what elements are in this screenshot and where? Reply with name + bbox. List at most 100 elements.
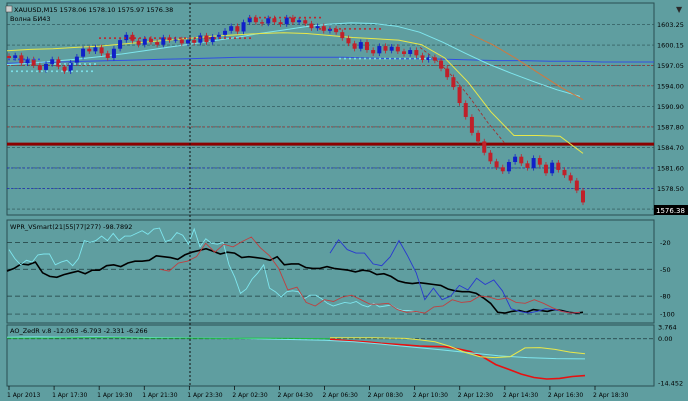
trailing-dot	[16, 70, 18, 73]
trailing-dot	[234, 37, 236, 40]
time-axis-label: 1 Apr 19:30	[97, 392, 132, 399]
time-axis-label: 2 Apr 06:30	[323, 392, 358, 399]
trailing-dot	[204, 37, 206, 40]
trailing-dot	[429, 57, 431, 60]
price-y-tick-label: 1584.70	[657, 144, 684, 152]
trailing-dot	[349, 57, 351, 60]
candle-body	[19, 55, 24, 64]
trailing-dot	[18, 58, 20, 61]
candle-body	[463, 103, 468, 117]
time-axis-label: 1 Apr 23:30	[187, 392, 222, 399]
wpr-y-tick-label: -100	[660, 311, 675, 319]
candle-body	[229, 26, 234, 31]
candle-body	[223, 30, 228, 35]
candle-body	[192, 40, 197, 43]
trailing-dot	[344, 57, 346, 60]
candle-body	[389, 46, 394, 51]
trailing-dot	[224, 37, 226, 40]
trailing-dot	[319, 16, 321, 19]
candle-body	[568, 175, 573, 181]
candle-body	[93, 47, 98, 52]
trailing-dot	[374, 57, 376, 60]
price-panel[interactable]: 1603.25 1600.15 1597.05 1594.00 1590.90 1587.…	[5, 2, 688, 216]
trailing-dot	[369, 57, 371, 60]
candle-body	[537, 158, 542, 165]
trailing-dot	[214, 37, 216, 40]
candle-body	[358, 42, 363, 49]
time-axis-label: 2 Apr 10:30	[413, 392, 448, 399]
price-panel-frame	[6, 2, 655, 216]
candle-body	[543, 164, 548, 174]
candle-body	[155, 42, 160, 45]
trailing-dot	[69, 62, 71, 65]
candle-body	[179, 39, 184, 44]
trailing-dot	[359, 27, 361, 30]
trailing-dot	[99, 37, 101, 40]
trailing-dot	[46, 70, 48, 73]
wpr-panel[interactable]: -20 -50 -80 -100 WPR_VSmart(21|55|77|277) -…	[6, 219, 675, 324]
trailing-dot	[194, 37, 196, 40]
trailing-dot	[409, 57, 411, 60]
ao-y-tick-label: -14.452	[658, 379, 683, 387]
price-y-tick-label: 1603.25	[657, 21, 684, 29]
trailing-dot	[81, 70, 83, 73]
trailing-dot	[23, 58, 25, 61]
candle-body	[531, 158, 536, 168]
candle-body	[457, 87, 462, 104]
trailing-dot	[369, 27, 371, 30]
trailing-dot	[66, 70, 68, 73]
candle-body	[303, 20, 308, 24]
time-axis: 1 Apr 2013 1 Apr 17:30 1 Apr 19:30 1 Apr 21…	[7, 386, 628, 399]
candle-body	[185, 40, 190, 44]
trailing-dot	[76, 70, 78, 73]
candle-body	[62, 66, 67, 72]
trailing-dot	[79, 62, 81, 65]
candle-body	[414, 50, 419, 56]
trailing-dot	[56, 70, 58, 73]
collapse-arrow-icon[interactable]: ▼	[676, 5, 683, 14]
trailing-dot	[109, 37, 111, 40]
trailing-dot	[149, 37, 151, 40]
trailing-dot	[259, 16, 261, 19]
candle-body	[266, 18, 271, 24]
candle-body	[272, 18, 277, 23]
ao-panel[interactable]: 3.764 0.00 -14.452 AO_ZedR v.8 -12.063 -6.…	[6, 324, 683, 388]
candle-body	[204, 35, 209, 43]
symbol-icon	[5, 5, 13, 13]
candle-body	[513, 156, 518, 162]
trailing-dot	[339, 57, 341, 60]
candle-body	[68, 62, 73, 72]
candle-body	[420, 55, 425, 60]
candle-body	[284, 17, 289, 25]
time-axis-label: 1 Apr 17:30	[52, 392, 87, 399]
candle-body	[148, 38, 153, 43]
wpr-series-line	[8, 227, 421, 313]
candle-body	[432, 57, 437, 61]
candle-body	[297, 20, 302, 23]
trailing-dot	[219, 37, 221, 40]
trailing-dot	[304, 16, 306, 19]
candle-body	[210, 36, 215, 43]
trailing-dot	[154, 37, 156, 40]
trailing-dot	[169, 37, 171, 40]
trailing-dot	[124, 37, 126, 40]
trailing-dot	[164, 37, 166, 40]
trailing-dot	[269, 16, 271, 19]
trailing-dot	[339, 27, 341, 30]
trailing-dot	[379, 27, 381, 30]
candle-body	[25, 59, 30, 64]
ao-y-tick-label: 3.764	[658, 324, 677, 332]
ma-blue-line	[6, 56, 654, 64]
ao-series-line	[330, 337, 586, 359]
candle-body	[439, 60, 444, 69]
time-axis-label: 1 Apr 2013	[7, 392, 40, 399]
trailing-dot	[51, 70, 53, 73]
trailing-dot	[86, 70, 88, 73]
trailing-dot	[424, 57, 426, 60]
trailing-dot	[179, 37, 181, 40]
trailing-dot	[254, 16, 256, 19]
candle-body	[99, 47, 104, 54]
trailing-dot	[91, 70, 93, 73]
time-axis-label: 2 Apr 14:30	[503, 392, 538, 399]
